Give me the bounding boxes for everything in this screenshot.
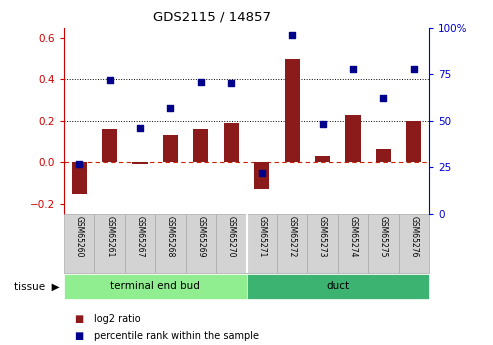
Bar	[71, 162, 87, 194]
Bar	[246, 214, 277, 273]
Bar	[254, 162, 269, 189]
Bar	[246, 274, 429, 299]
Bar	[95, 214, 125, 273]
Point	[106, 77, 113, 82]
Point	[197, 79, 205, 85]
Text: GSM65269: GSM65269	[196, 216, 206, 257]
Point	[349, 66, 357, 71]
Text: ■: ■	[74, 332, 83, 341]
Text: GSM65261: GSM65261	[105, 216, 114, 257]
Point	[288, 32, 296, 38]
Text: GDS2115 / 14857: GDS2115 / 14857	[153, 10, 271, 23]
Bar	[345, 115, 360, 162]
Point	[227, 81, 235, 86]
Text: GSM65274: GSM65274	[349, 216, 357, 257]
Text: ■: ■	[74, 314, 83, 324]
Bar	[338, 214, 368, 273]
Bar	[216, 214, 246, 273]
Bar	[163, 135, 178, 162]
Point	[410, 66, 418, 71]
Text: GSM65272: GSM65272	[287, 216, 297, 257]
Text: GSM65276: GSM65276	[409, 216, 418, 257]
Bar	[193, 129, 209, 162]
Text: GSM65268: GSM65268	[166, 216, 175, 257]
Point	[136, 126, 144, 131]
Point	[318, 122, 326, 127]
Text: tissue  ▶: tissue ▶	[13, 282, 59, 291]
Text: GSM65271: GSM65271	[257, 216, 266, 257]
Point	[258, 170, 266, 176]
Text: duct: duct	[326, 282, 349, 291]
Text: GSM65267: GSM65267	[136, 216, 144, 257]
Bar	[307, 214, 338, 273]
Bar	[368, 214, 398, 273]
Text: terminal end bud: terminal end bud	[110, 282, 200, 291]
Bar	[133, 162, 148, 164]
Bar	[186, 214, 216, 273]
Bar	[64, 274, 246, 299]
Bar	[224, 123, 239, 162]
Bar	[155, 214, 186, 273]
Point	[380, 96, 387, 101]
Text: log2 ratio: log2 ratio	[94, 314, 141, 324]
Text: GSM65273: GSM65273	[318, 216, 327, 257]
Bar	[284, 59, 300, 162]
Bar	[125, 214, 155, 273]
Text: GSM65270: GSM65270	[227, 216, 236, 257]
Point	[167, 105, 175, 110]
Text: GSM65275: GSM65275	[379, 216, 388, 257]
Text: percentile rank within the sample: percentile rank within the sample	[94, 332, 259, 341]
Bar	[376, 149, 391, 162]
Point	[75, 161, 83, 166]
Bar	[102, 129, 117, 162]
Bar	[64, 214, 95, 273]
Text: GSM65260: GSM65260	[75, 216, 84, 257]
Bar	[315, 156, 330, 162]
Bar	[398, 214, 429, 273]
Bar	[406, 121, 422, 162]
Bar	[277, 214, 307, 273]
